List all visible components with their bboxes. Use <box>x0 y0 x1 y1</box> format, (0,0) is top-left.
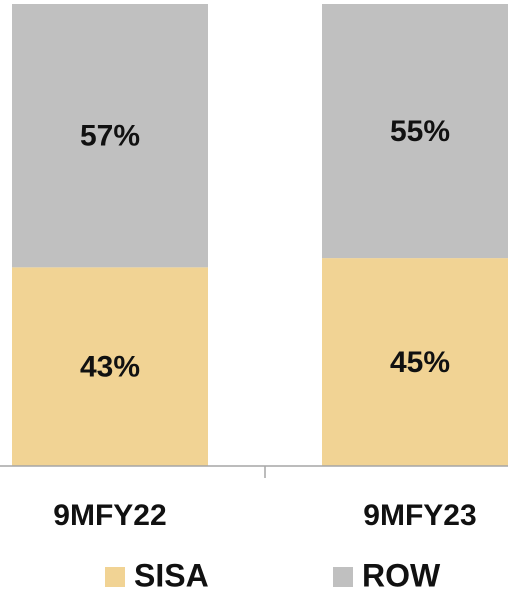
bar-segment <box>322 258 508 466</box>
legend-swatch <box>105 567 125 587</box>
data-label: 43% <box>80 351 140 384</box>
bar-segment <box>322 4 508 259</box>
x-tick-label: 9MFY23 <box>363 499 476 532</box>
legend-swatch <box>333 567 353 587</box>
x-tick-label: 9MFY22 <box>53 499 166 532</box>
data-label: 45% <box>390 346 450 379</box>
data-label: 55% <box>390 115 450 148</box>
bar-segment <box>12 267 208 466</box>
legend-label: SISA <box>134 557 209 593</box>
legend-label: ROW <box>362 557 441 593</box>
bar-segment <box>12 4 208 268</box>
data-label: 57% <box>80 120 140 153</box>
